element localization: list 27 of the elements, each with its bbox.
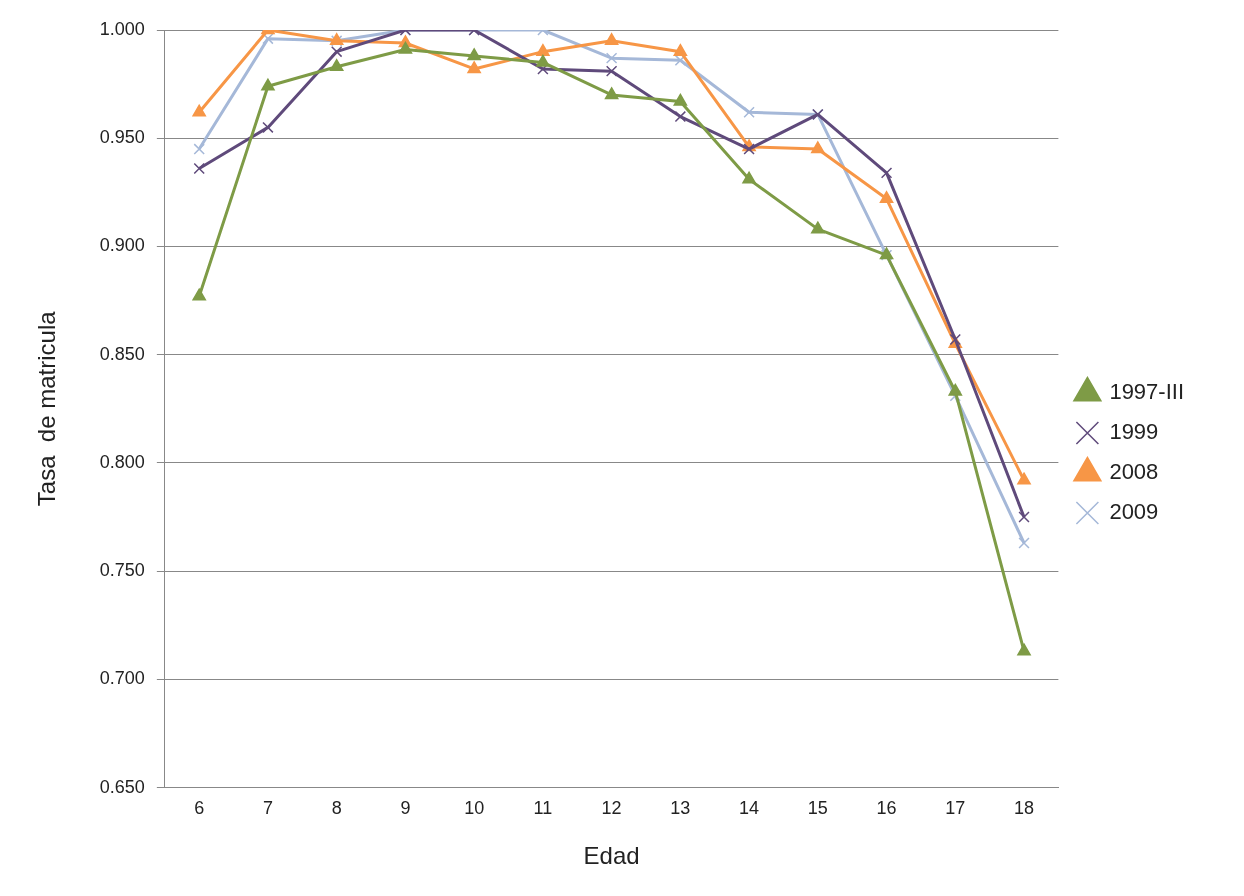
y-tick-label: 1.000 — [99, 18, 145, 39]
legend-label: 2009 — [1109, 499, 1159, 525]
x-tick-label: 6 — [194, 798, 205, 819]
x-tick-label: 13 — [670, 798, 691, 819]
y-tick-label: 0.750 — [99, 560, 145, 581]
y-tick-label: 0.800 — [99, 451, 145, 472]
y-tick-label: 0.900 — [99, 235, 145, 256]
x-tick-label: 16 — [876, 798, 897, 819]
legend-label: 1999 — [1109, 419, 1159, 445]
y-tick-label: 0.650 — [99, 776, 145, 797]
x-tick-label: 10 — [464, 798, 485, 819]
x-tick-label: 9 — [400, 798, 411, 819]
x-tick-label: 12 — [601, 798, 622, 819]
x-tick-label: 15 — [807, 798, 828, 819]
y-axis-title: Tasa de matricula — [33, 310, 61, 507]
y-tick-label: 0.700 — [99, 668, 145, 689]
y-tick-label: 0.850 — [99, 343, 145, 364]
legend-label: 2008 — [1109, 459, 1159, 485]
x-tick-label: 17 — [945, 798, 966, 819]
x-tick-label: 11 — [533, 798, 553, 819]
x-tick-label: 14 — [739, 798, 760, 819]
x-tick-label: 7 — [262, 798, 273, 819]
x-axis-title: Edad — [583, 842, 640, 870]
y-tick-label: 0.950 — [99, 127, 145, 148]
legend-label: 1997-III — [1109, 379, 1184, 405]
x-tick-label: 18 — [1014, 798, 1035, 819]
x-tick-label: 8 — [331, 798, 342, 819]
